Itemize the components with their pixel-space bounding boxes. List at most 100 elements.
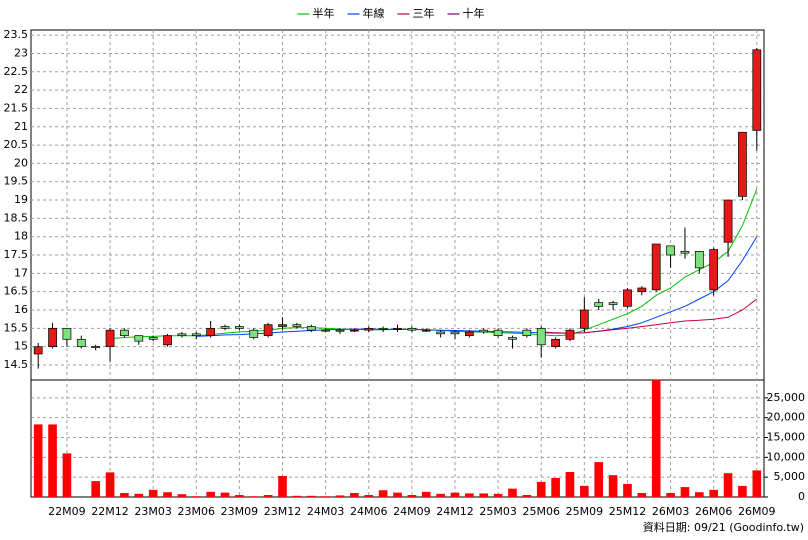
candle-body bbox=[450, 331, 460, 335]
y-tick-label: 17 bbox=[14, 266, 28, 279]
volume-bar bbox=[33, 424, 43, 497]
candle-body bbox=[91, 346, 101, 348]
candle-body bbox=[33, 346, 43, 355]
candle-body bbox=[378, 327, 388, 330]
candle-body bbox=[163, 335, 172, 346]
y-tick-label: 15 bbox=[14, 340, 28, 353]
y-tick-label: 17.5 bbox=[4, 248, 29, 261]
candle-body bbox=[493, 329, 503, 337]
y-tick-label: 21.5 bbox=[4, 101, 29, 114]
candle-body bbox=[464, 331, 474, 337]
volume-bar bbox=[493, 493, 503, 497]
candle-body bbox=[479, 329, 489, 333]
volume-bar bbox=[177, 494, 187, 497]
y-tick-label: 19 bbox=[14, 193, 28, 206]
volume-bar bbox=[508, 488, 517, 497]
y2-tick-label: 10,000 bbox=[767, 450, 806, 463]
legend-label: 十年 bbox=[463, 6, 485, 20]
candle-body bbox=[105, 329, 115, 347]
volume-bar bbox=[421, 491, 431, 497]
volume-bar bbox=[536, 481, 546, 497]
volume-bar bbox=[436, 493, 445, 497]
volume-bar bbox=[393, 492, 402, 497]
volume-bar bbox=[220, 492, 230, 497]
candle-body bbox=[249, 329, 259, 338]
candle-body bbox=[436, 331, 445, 335]
candle-body bbox=[407, 327, 417, 331]
x-tick-label: 24M09 bbox=[393, 505, 431, 518]
x-tick-label: 23M12 bbox=[264, 505, 302, 518]
x-tick-label: 24M06 bbox=[350, 505, 388, 518]
volume-bar bbox=[623, 483, 632, 497]
x-tick-label: 25M12 bbox=[609, 505, 647, 518]
ma-line bbox=[541, 298, 758, 334]
x-tick-label: 26M06 bbox=[695, 505, 733, 518]
volume-bar bbox=[680, 487, 690, 497]
candle-body bbox=[62, 327, 72, 340]
volume-bar bbox=[191, 496, 201, 497]
candle-body bbox=[680, 251, 690, 254]
y-tick-label: 19.5 bbox=[4, 175, 29, 188]
candle-body bbox=[292, 324, 302, 327]
x-tick-label: 23M09 bbox=[221, 505, 259, 518]
candle-body bbox=[522, 329, 532, 337]
volume-bar bbox=[105, 472, 115, 497]
plot-frame bbox=[30, 29, 765, 498]
volume-bar bbox=[551, 477, 560, 497]
y2-tick-label: 25,000 bbox=[767, 391, 806, 404]
y-tick-label: 14.5 bbox=[4, 358, 29, 371]
volume-bar bbox=[148, 489, 158, 497]
volume-bar bbox=[364, 495, 374, 497]
candle-body bbox=[623, 289, 632, 307]
volume-bar bbox=[608, 475, 618, 497]
candle-body bbox=[608, 302, 618, 305]
volume-bar bbox=[580, 485, 589, 497]
candle-body bbox=[206, 327, 216, 337]
candle-body bbox=[594, 302, 604, 307]
x-tick-label: 25M06 bbox=[522, 505, 560, 518]
volume-bar bbox=[62, 453, 72, 497]
source-note: 資料日期: 09/21 (Goodinfo.tw) bbox=[643, 520, 804, 534]
volume-bar bbox=[565, 472, 575, 497]
volume-bar bbox=[407, 495, 417, 497]
volume-bar bbox=[378, 490, 388, 497]
candle-body bbox=[191, 333, 201, 337]
volume-bar bbox=[263, 495, 273, 497]
y-tick-label: 18 bbox=[14, 230, 28, 243]
y-tick-label: 22.5 bbox=[4, 65, 29, 78]
y-tick-label: 20.5 bbox=[4, 138, 29, 151]
volume-bar bbox=[522, 495, 532, 497]
x-tick-label: 25M03 bbox=[479, 505, 517, 518]
candle-body bbox=[220, 326, 230, 329]
volume-bar bbox=[479, 493, 489, 497]
x-tick-label: 24M12 bbox=[436, 505, 474, 518]
volume-bar bbox=[48, 424, 57, 497]
candle-body bbox=[579, 309, 589, 329]
volume-bar bbox=[752, 470, 762, 497]
candle-body bbox=[120, 329, 129, 337]
volume-bar bbox=[206, 491, 215, 497]
y2-tick-label: 5,000 bbox=[774, 470, 806, 483]
candle-body bbox=[508, 337, 517, 340]
y-tick-label: 20 bbox=[14, 156, 28, 169]
volume-bar bbox=[666, 493, 675, 497]
y2-tick-label: 0 bbox=[798, 490, 805, 503]
y-tick-label: 23.5 bbox=[4, 28, 29, 41]
candle-body bbox=[565, 329, 575, 340]
volume-bar bbox=[350, 493, 359, 497]
volume-bar bbox=[465, 493, 474, 497]
candle-body bbox=[76, 338, 86, 347]
volume-bar bbox=[278, 475, 287, 497]
y-tick-label: 18.5 bbox=[4, 211, 29, 224]
candle-body bbox=[263, 324, 273, 337]
y2-tick-label: 20,000 bbox=[767, 411, 806, 424]
volume-bar bbox=[91, 481, 100, 497]
x-tick-label: 23M03 bbox=[134, 505, 172, 518]
volume-bar bbox=[120, 493, 129, 497]
volume-bar bbox=[249, 496, 259, 497]
x-tick-label: 26M09 bbox=[738, 505, 776, 518]
candle-body bbox=[364, 327, 374, 331]
volume-bar bbox=[292, 495, 302, 497]
volume-bar bbox=[163, 492, 172, 497]
candle-body bbox=[235, 326, 244, 329]
